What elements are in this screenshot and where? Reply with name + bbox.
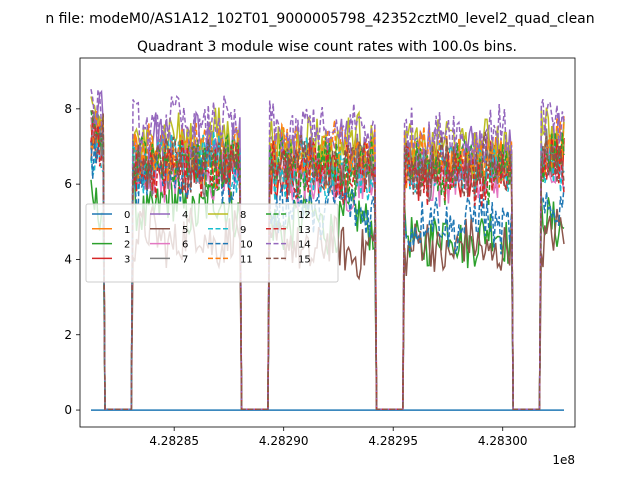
legend-label-9: 9 — [240, 225, 246, 236]
y-tick-label: 2 — [64, 328, 72, 342]
series-line-10 — [90, 127, 565, 411]
plot-border — [79, 57, 576, 428]
legend-label-10: 10 — [240, 240, 253, 251]
x-tick-label: 4.28300 — [478, 434, 528, 448]
legend-label-15: 15 — [298, 254, 311, 265]
x-tick-label: 4.28285 — [149, 434, 199, 448]
legend-label-12: 12 — [298, 210, 311, 221]
x-axis: 4.28285 4.28290 4.28295 4.28300 — [149, 427, 528, 448]
legend-label-8: 8 — [240, 210, 246, 221]
legend-label-4: 4 — [182, 210, 188, 221]
legend-label-11: 11 — [240, 254, 253, 265]
y-tick-label: 4 — [64, 252, 72, 266]
legend-label-7: 7 — [182, 254, 188, 265]
legend-label-3: 3 — [124, 254, 130, 265]
y-tick-label: 0 — [64, 403, 72, 417]
y-tick-label: 6 — [64, 177, 72, 191]
figure-suptitle: n file: modeM0/AS1A12_102T01_9000005798_… — [45, 11, 594, 27]
x-tick-label: 4.28290 — [259, 434, 309, 448]
legend-label-6: 6 — [182, 240, 188, 251]
series-line-15 — [90, 109, 565, 411]
x-axis-offset-label: 1e8 — [552, 453, 575, 467]
y-tick-label: 8 — [64, 102, 72, 116]
series-line-11 — [90, 110, 565, 411]
y-axis: 0 2 4 6 8 — [64, 102, 80, 417]
legend-label-1: 1 — [124, 225, 130, 236]
legend-label-14: 14 — [298, 240, 311, 251]
legend-label-13: 13 — [298, 225, 311, 236]
legend-label-0: 0 — [124, 210, 130, 221]
legend-label-5: 5 — [182, 225, 188, 236]
x-tick-label: 4.28295 — [368, 434, 418, 448]
legend-label-2: 2 — [124, 240, 130, 251]
chart-title: Quadrant 3 module wise count rates with … — [137, 39, 517, 55]
